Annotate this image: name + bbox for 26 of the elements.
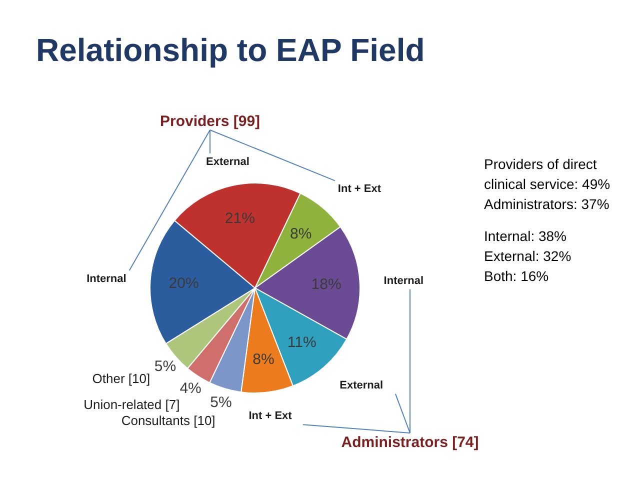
text: External: 32% xyxy=(484,248,572,264)
data-label: 11% xyxy=(287,334,316,351)
text: Providers [99] xyxy=(160,113,260,130)
slice-label: External xyxy=(340,379,384,392)
text: Administrators: 37% xyxy=(484,196,610,212)
data-label: 8% xyxy=(290,225,312,242)
data-label: 8% xyxy=(252,350,274,368)
text: Providers of direct clinical service: 49% xyxy=(484,156,610,192)
data-label: 5% xyxy=(154,358,176,376)
slice-label: Int + Ext xyxy=(338,183,382,196)
data-label: 18% xyxy=(311,276,342,294)
slice-label: Other [10] xyxy=(92,371,150,386)
slice-label: Internal xyxy=(86,273,126,285)
chart-title: Relationship to EAP Field xyxy=(36,32,425,68)
slice-label: External xyxy=(206,156,250,168)
slice-label: Consultants [10] xyxy=(121,413,216,428)
slice-label: Int + Ext xyxy=(248,410,292,422)
text: Both: 16% xyxy=(484,268,549,284)
slice-label: Internal xyxy=(384,274,424,287)
slice-label: Union-related [7] xyxy=(84,396,180,412)
data-label: 4% xyxy=(180,380,202,398)
data-label: 5% xyxy=(210,394,232,412)
text: Administrators [74] xyxy=(341,434,479,451)
data-label: 21% xyxy=(224,210,255,228)
text: Internal: 38% xyxy=(484,228,566,244)
data-label: 20% xyxy=(168,275,199,292)
